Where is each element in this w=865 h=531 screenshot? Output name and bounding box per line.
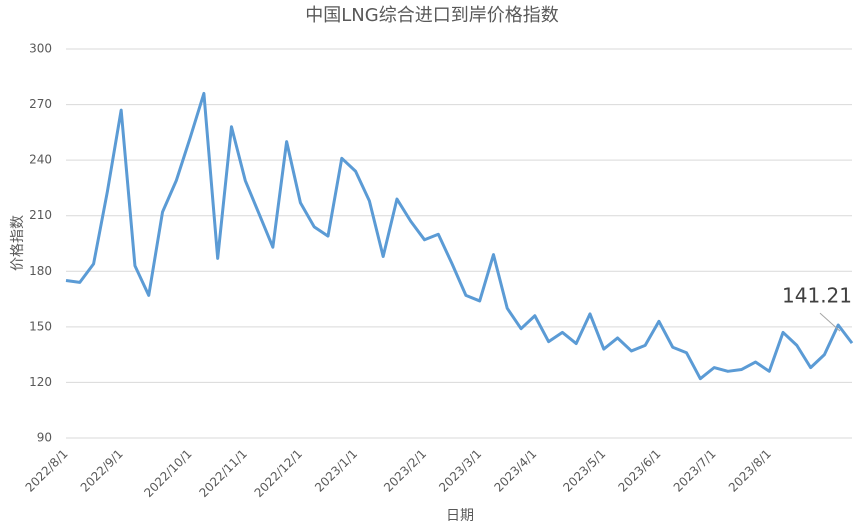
y-tick-label: 120 bbox=[29, 375, 52, 389]
y-tick-label: 300 bbox=[29, 42, 52, 56]
y-tick-label: 210 bbox=[29, 208, 52, 222]
x-tick-label: 2023/7/1 bbox=[671, 447, 719, 495]
y-axis-label: 价格指数 bbox=[10, 215, 26, 271]
x-tick-label: 2023/6/1 bbox=[616, 447, 664, 495]
x-tick-label: 2023/8/1 bbox=[726, 447, 774, 495]
line-series bbox=[65, 91, 854, 381]
x-tick-label: 2023/4/1 bbox=[491, 447, 539, 495]
x-tick-label: 2023/2/1 bbox=[381, 447, 429, 495]
y-tick-label: 240 bbox=[29, 153, 52, 167]
leader-line bbox=[819, 312, 841, 332]
x-tick-label: 2022/10/1 bbox=[141, 447, 194, 500]
x-tick-label: 2023/1/1 bbox=[312, 447, 360, 495]
y-tick-label: 270 bbox=[29, 97, 52, 111]
y-tick-label: 90 bbox=[37, 431, 52, 445]
x-axis-label: 日期 bbox=[446, 508, 474, 524]
x-tick-label: 2022/8/1 bbox=[23, 447, 71, 495]
chart-title: 中国LNG综合进口到岸价格指数 bbox=[305, 5, 558, 26]
y-tick-label: 180 bbox=[29, 264, 52, 278]
x-tick-label: 2022/9/1 bbox=[78, 447, 126, 495]
x-tick-label: 2022/12/1 bbox=[252, 447, 305, 500]
x-tick-label: 2023/3/1 bbox=[436, 447, 484, 495]
x-tick-label: 2023/5/1 bbox=[560, 447, 608, 495]
x-tick-label: 2022/11/1 bbox=[196, 447, 249, 500]
y-tick-label: 150 bbox=[29, 319, 52, 333]
data-label: 141.21 bbox=[782, 284, 852, 308]
